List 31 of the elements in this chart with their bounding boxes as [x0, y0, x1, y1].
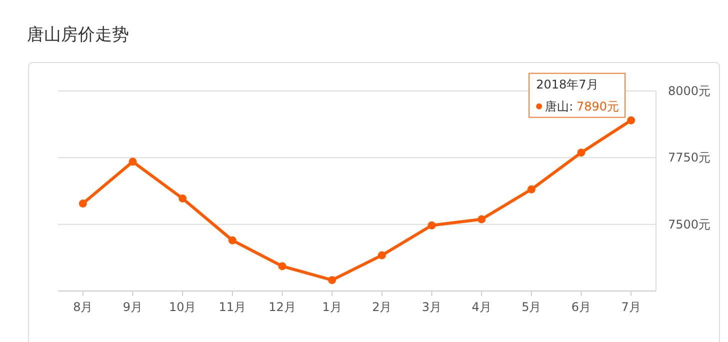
- point: [178, 194, 187, 202]
- x-tick-label: 11月: [218, 300, 246, 314]
- x-tick-label: 1月: [322, 300, 342, 314]
- x-tick-label: 6月: [571, 300, 592, 314]
- y-tick-label: 7750元: [668, 150, 711, 165]
- data-label: 7890元: [576, 99, 620, 114]
- x-tick-label: 3月: [422, 300, 442, 314]
- point: [128, 158, 137, 166]
- x-tick-label: 8月: [73, 300, 93, 314]
- point: [527, 185, 536, 194]
- point: [328, 276, 336, 284]
- point: [478, 215, 486, 224]
- x-tick-label: 5月: [522, 300, 542, 314]
- point: [78, 200, 87, 208]
- point: [428, 221, 436, 230]
- x-tick-label: 2月: [372, 300, 392, 314]
- point: [577, 148, 586, 157]
- x-tick-label: 7月: [621, 300, 641, 314]
- y-tick-label: 7500元: [668, 217, 711, 232]
- point: [627, 116, 636, 124]
- x-tick-label: 9月: [122, 300, 143, 314]
- x-tick-label: 12月: [268, 300, 296, 314]
- x-tick-label: 10月: [168, 300, 196, 314]
- annotation: 2018年7月: [536, 77, 598, 92]
- legend-label: 唐山:: [545, 99, 574, 114]
- point: [228, 236, 236, 244]
- y-tick-label: 8000元: [668, 84, 711, 98]
- x-tick-label: 4月: [472, 300, 492, 314]
- point: [378, 251, 386, 260]
- point: [278, 262, 286, 270]
- chart-title: 唐山房价走势: [27, 25, 129, 45]
